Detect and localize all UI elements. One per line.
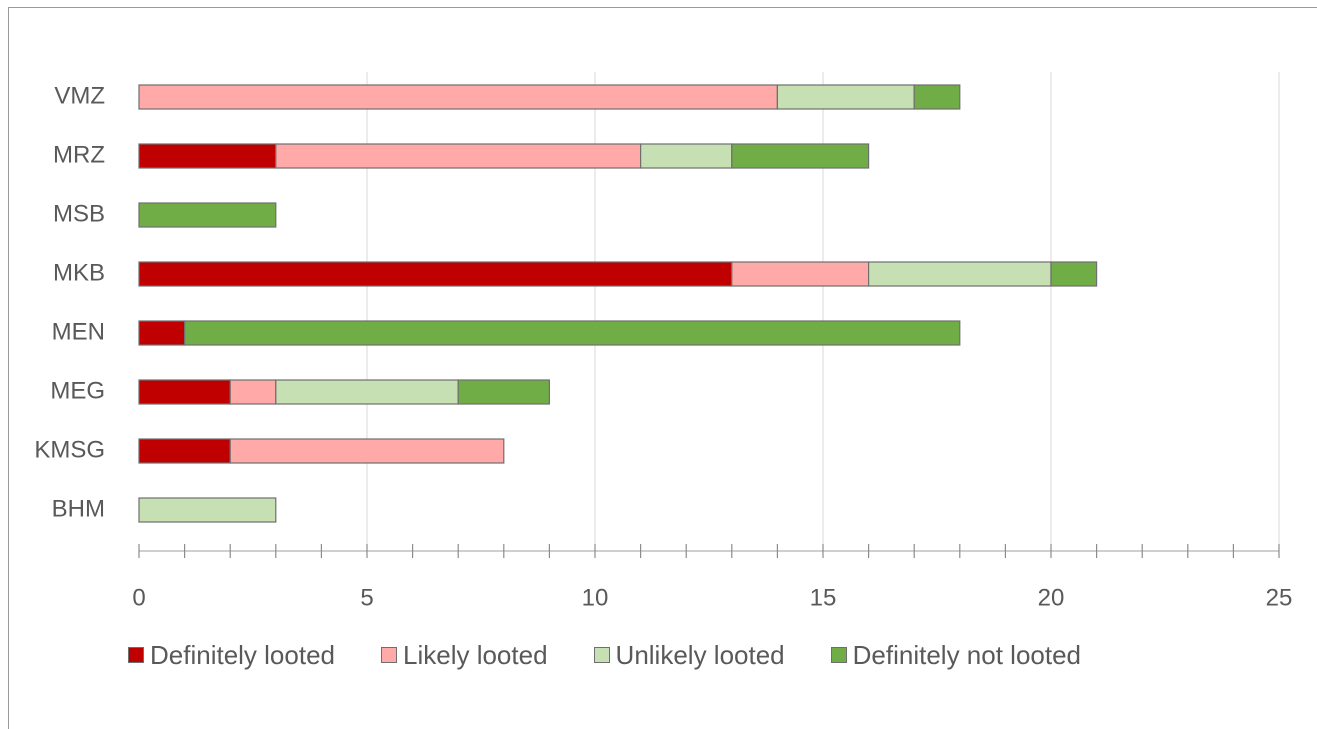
x-tick-label: 0 <box>132 584 145 611</box>
bar-segment <box>457 379 551 405</box>
x-tick-label: 5 <box>360 584 373 611</box>
legend: Definitely looted Likely looted Unlikely l… <box>128 638 1127 672</box>
legend-swatch <box>128 647 144 663</box>
bar-segment <box>275 379 459 405</box>
category-label: MEG <box>50 377 105 404</box>
bar-segment <box>913 84 961 110</box>
legend-item: Likely looted <box>381 640 548 671</box>
legend-label: Likely looted <box>403 639 548 670</box>
category-label: MKB <box>53 259 105 286</box>
bar-segment <box>138 320 186 346</box>
bar-segment <box>138 438 231 464</box>
legend-item: Definitely not looted <box>830 639 1082 671</box>
bar-segment <box>138 143 277 169</box>
bar-segment <box>867 261 1052 287</box>
bar-segment <box>275 143 642 169</box>
x-tick-label: 20 <box>1038 584 1065 611</box>
bar-segment <box>229 438 505 464</box>
category-label: MEN <box>52 318 105 345</box>
category-label: KMSG <box>34 436 105 463</box>
category-label: MSB <box>53 200 105 227</box>
bar-segment <box>138 497 277 523</box>
category-label: VMZ <box>54 82 105 109</box>
legend-item: Unlikely looted <box>593 639 785 671</box>
legend-swatch <box>593 647 610 663</box>
bar-segment <box>138 261 733 287</box>
legend-swatch <box>830 647 847 663</box>
bar-segment <box>138 202 277 228</box>
legend-item: Definitely looted <box>128 640 335 671</box>
legend-label: Unlikely looted <box>615 639 785 670</box>
category-label: BHM <box>52 495 105 522</box>
bar-segment <box>1050 261 1098 287</box>
x-tick-label: 10 <box>582 584 609 611</box>
category-label: MRZ <box>53 141 105 168</box>
chart-frame <box>8 7 1317 729</box>
bar-segment <box>731 143 870 169</box>
bar-segment <box>229 379 277 405</box>
bar-segment <box>138 84 779 110</box>
x-tick-label: 15 <box>810 584 837 611</box>
bar-segment <box>639 143 733 169</box>
bar-segment <box>731 261 870 287</box>
legend-label: Definitely not looted <box>852 639 1082 670</box>
x-tick-label: 25 <box>1266 584 1293 611</box>
legend-label: Definitely looted <box>150 639 335 670</box>
bar-segment <box>184 320 961 346</box>
bar-segment <box>138 379 231 405</box>
bar-segment <box>776 84 915 110</box>
legend-swatch <box>381 647 397 663</box>
